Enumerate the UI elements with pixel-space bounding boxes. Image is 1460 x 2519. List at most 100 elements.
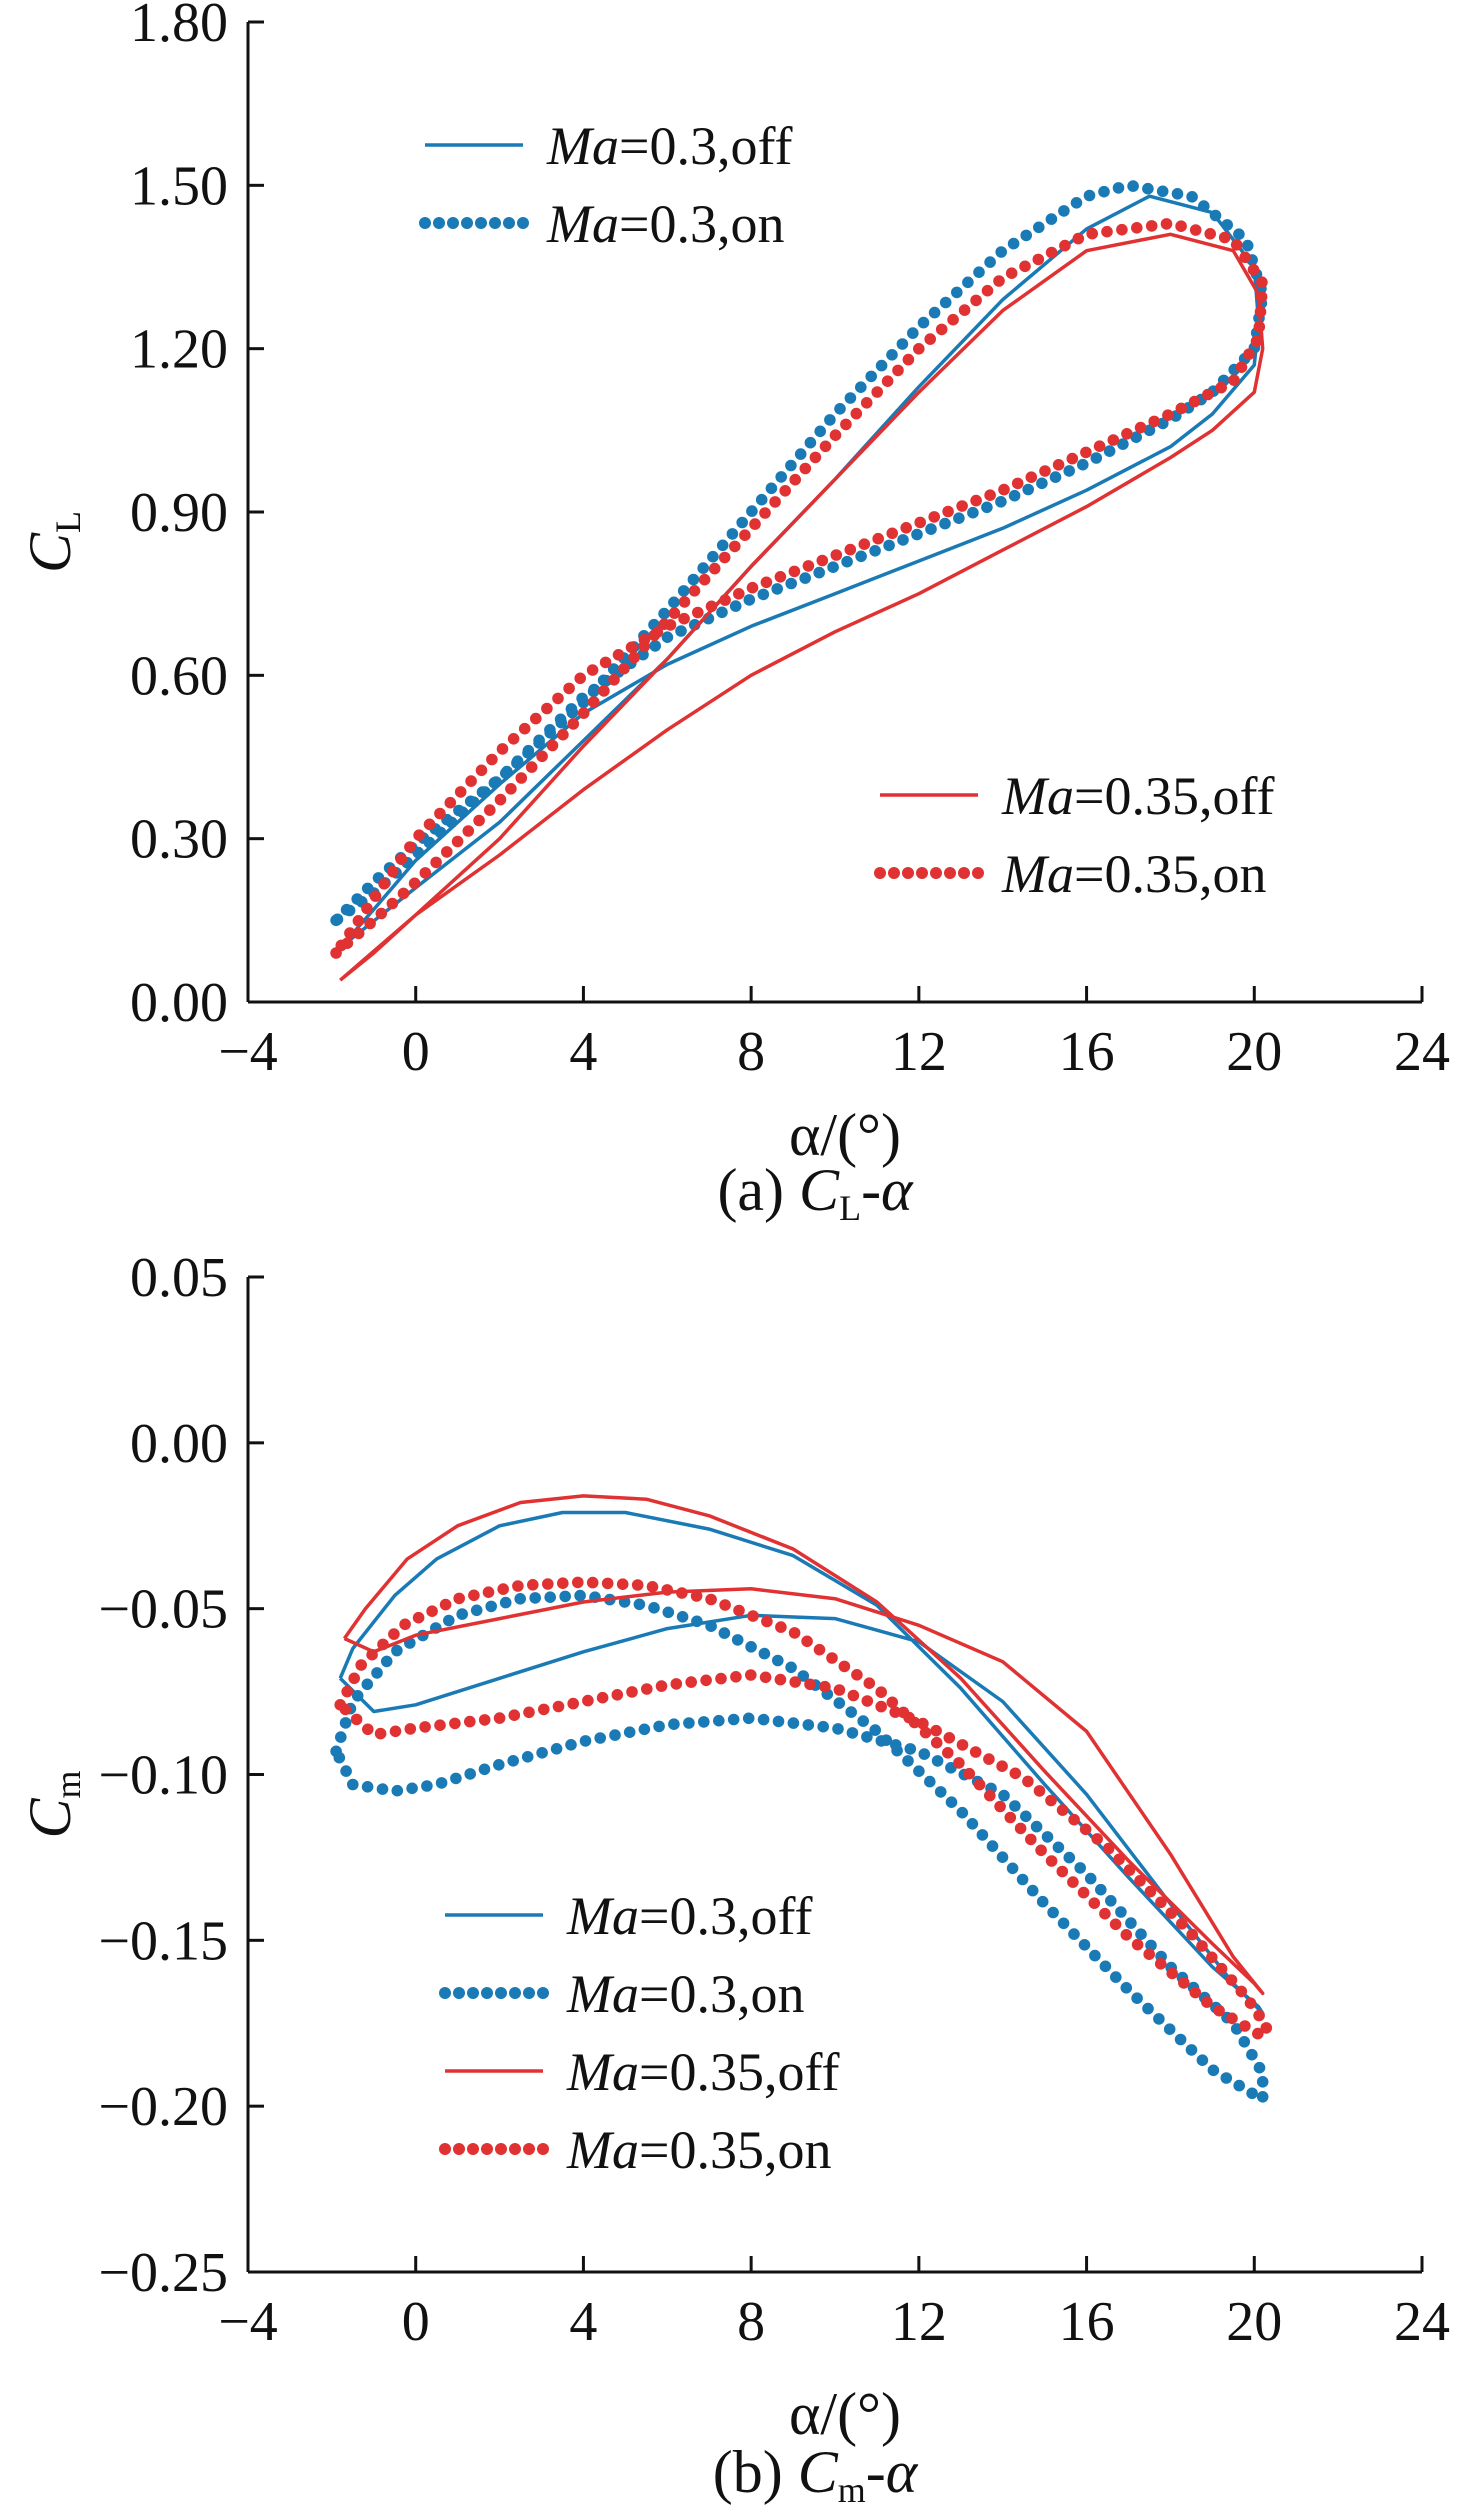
panel-b-y-axis-label-var: C — [17, 1798, 83, 1839]
panel-a-series-1-point — [588, 683, 600, 696]
panel-a-series-3-point — [419, 867, 432, 879]
panel-b-series-1-point — [976, 1829, 989, 1841]
panel-a-series-3-point — [375, 907, 388, 920]
panel-a-series-1-point — [1020, 229, 1032, 242]
panel-a-y-tick-label: 1.50 — [130, 155, 228, 217]
panel-a-series-3-point — [1202, 388, 1214, 401]
panel-b-series-3-point — [1123, 1864, 1136, 1876]
panel-a-series-3-point — [1059, 239, 1071, 252]
panel-b-series-1-point — [918, 1748, 931, 1760]
panel-a-series-1-point — [687, 573, 700, 586]
panel-b-series-3-point — [389, 1725, 402, 1738]
panel-a-series-3-point — [739, 529, 751, 541]
panel-b-series-1-point — [559, 1590, 571, 1603]
panel-a-series-3-point — [1254, 306, 1267, 318]
panel-a-legend-label-rest: =0.35,off — [1074, 766, 1274, 826]
panel-a-y-tick-label: 0.30 — [130, 809, 228, 871]
panel-b-series-1-point — [691, 1615, 703, 1628]
panel-b-series-1-point — [1036, 1895, 1049, 1908]
panel-a-series-1-point — [814, 425, 826, 438]
panel-a-caption-prefix: (a) — [717, 1157, 799, 1223]
panel-b-caption-suffix: -α — [866, 2439, 919, 2505]
panel-b-series-1-point — [890, 1739, 902, 1751]
panel-a-series-3-point — [718, 551, 731, 564]
panel-b-y-tick-label: −0.20 — [98, 2076, 228, 2138]
panel-a-series-3-point — [546, 739, 559, 752]
panel-b-series-1-point — [1068, 1928, 1080, 1940]
panel-b: −4 0 4 8 12 16 20 24 −0.25 −0.20 −0.15 −0.10 −0.05 0.… — [17, 1247, 1450, 2510]
panel-a-legend-swatch-dot — [461, 217, 473, 229]
panel-b-series-1-point — [574, 1589, 586, 1602]
panel-b-y-tick-label: −0.25 — [98, 2242, 228, 2304]
panel-a-legend-swatch-dot — [433, 217, 445, 229]
panel-b-series-1-point — [742, 1712, 755, 1725]
panel-b-series-1-point — [1009, 1800, 1021, 1812]
panel-b-series-1-point — [1020, 1810, 1032, 1823]
panel-b-series-3-point — [788, 1627, 801, 1639]
panel-a-series-3-point — [515, 772, 528, 784]
panel-b-series-1-point — [745, 1641, 757, 1653]
panel-b-series-1-point — [507, 1755, 519, 1767]
panel-b-series-1-point — [986, 1840, 999, 1852]
panel-a-caption: (a) CL-α — [717, 1157, 914, 1228]
panel-b-series-1-point — [339, 1717, 352, 1729]
panel-b-series-3-point — [819, 1680, 831, 1693]
panel-b-series-3-point — [1131, 1938, 1144, 1951]
panel-b-series-1-point — [391, 1784, 404, 1797]
panel-b-series-3-point — [789, 1676, 801, 1688]
panel-b-series-1-point — [1145, 1939, 1157, 1952]
panel-b-x-tick-label: 24 — [1394, 2291, 1450, 2353]
panel-a-series-3-point — [998, 483, 1010, 496]
panel-b-y-tick-label: −0.05 — [98, 1579, 228, 1641]
panel-a-series-3-point — [1005, 267, 1018, 280]
panel-b-series-3-point — [875, 1686, 887, 1698]
panel-b-series-3-point — [775, 1621, 787, 1633]
panel-b-series-3-point — [341, 1685, 354, 1698]
panel-b-series-3-point — [973, 1778, 986, 1791]
panel-a-series-3-point — [970, 294, 982, 307]
panel-b-series-3-point — [538, 1703, 550, 1716]
panel-a-series-3-point — [958, 304, 971, 316]
panel-a-series-1-point — [813, 566, 825, 579]
panel-a-series-3-point — [451, 835, 464, 848]
panel-b-series-3-point — [493, 1712, 506, 1724]
panel-a-series-1-point — [331, 913, 344, 926]
panel-b-series-1-point — [380, 1655, 393, 1668]
panel-a-y-tick-label: 0.00 — [130, 972, 228, 1034]
panel-b-series-3-point — [919, 1726, 932, 1739]
panel-b-series-3-point — [478, 1714, 491, 1726]
panel-a-series-3-point — [1052, 459, 1065, 471]
panel-b-series-3-point — [377, 1638, 389, 1651]
panel-a-series-3-point — [840, 418, 852, 431]
panel-b-series-1-point — [832, 1723, 844, 1735]
panel-a-series-3-point — [404, 841, 416, 853]
panel-b-series-1-point — [521, 1751, 534, 1763]
panel-b-series-3-point — [339, 1703, 352, 1716]
panel-b-series-1-point — [683, 1717, 695, 1729]
panel-b-series-1-point — [705, 1620, 717, 1632]
panel-b-legend-swatch-dot — [537, 1987, 549, 1999]
panel-a-series-3-point — [1019, 260, 1031, 273]
panel-b-series-3-point — [439, 1598, 452, 1611]
panel-b-legend-swatch-dot — [467, 2143, 479, 2155]
panel-b-series-1-point — [934, 1786, 947, 1798]
panel-b-series-1-point — [833, 1697, 846, 1709]
panel-a-series-3-point — [386, 897, 399, 910]
panel-b-series-3-point — [468, 1589, 480, 1602]
panel-a-series-3-point — [525, 761, 538, 773]
panel-b-series-1-point — [797, 1670, 810, 1682]
panel-a-x-axis-label: α/(°) — [789, 1102, 901, 1168]
panel-b-series-1-point — [713, 1714, 725, 1727]
panel-a-series-1-point — [869, 545, 881, 557]
panel-b-series-1-point — [406, 1782, 418, 1795]
panel-b-series-1-point — [904, 1743, 917, 1755]
panel-b-series-3-point — [833, 1684, 846, 1696]
panel-a-series-1-point — [1171, 188, 1184, 200]
panel-b-legend-swatch-dot — [439, 1987, 451, 1999]
panel-a-series-1-point — [565, 703, 578, 715]
panel-a-series-3-point — [1253, 321, 1266, 333]
panel-a-series-1-point — [855, 550, 867, 563]
panel-b-series-3-point — [1215, 1962, 1228, 1975]
panel-a-series-3-point — [844, 543, 857, 556]
